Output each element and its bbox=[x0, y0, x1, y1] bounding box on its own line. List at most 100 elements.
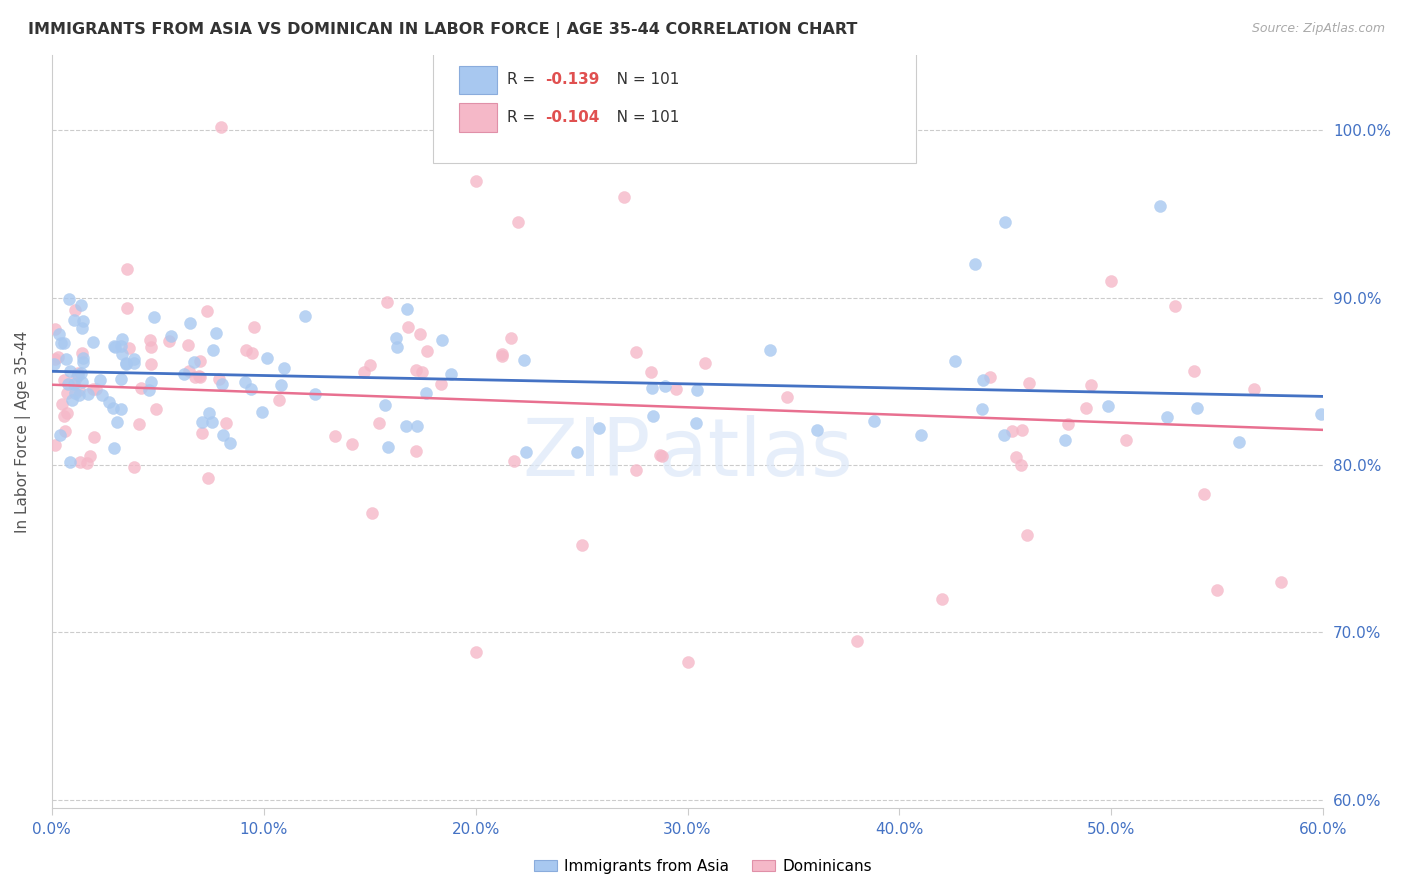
Point bbox=[110, 333, 132, 347]
Point bbox=[513, 353, 536, 368]
Point bbox=[1229, 434, 1251, 449]
Point bbox=[676, 656, 699, 670]
Point bbox=[377, 440, 399, 454]
Point bbox=[415, 385, 437, 400]
Point bbox=[405, 362, 427, 376]
Point bbox=[72, 314, 94, 328]
Point bbox=[565, 445, 588, 459]
Point bbox=[385, 340, 408, 354]
Point bbox=[375, 295, 398, 310]
Point bbox=[111, 346, 134, 360]
Point bbox=[198, 406, 221, 420]
Point bbox=[188, 369, 211, 384]
Point bbox=[173, 368, 195, 382]
Point bbox=[1011, 424, 1033, 438]
Point bbox=[506, 215, 529, 229]
Point bbox=[273, 360, 295, 375]
Point bbox=[44, 352, 66, 367]
Point bbox=[1187, 401, 1209, 415]
Point bbox=[44, 438, 66, 452]
Point bbox=[654, 379, 676, 393]
Text: R =: R = bbox=[508, 72, 540, 87]
Point bbox=[101, 401, 124, 416]
Point bbox=[1054, 433, 1077, 447]
Point bbox=[59, 455, 82, 469]
Point bbox=[56, 385, 79, 400]
Point bbox=[1309, 407, 1331, 421]
Point bbox=[1182, 364, 1205, 378]
Point bbox=[219, 436, 242, 450]
Point bbox=[51, 336, 73, 351]
Point bbox=[53, 424, 76, 438]
Point bbox=[993, 427, 1015, 442]
Point bbox=[201, 415, 224, 429]
Point bbox=[124, 356, 146, 370]
Point bbox=[70, 346, 93, 360]
Point bbox=[641, 381, 664, 395]
Point bbox=[139, 357, 162, 371]
Point bbox=[395, 301, 418, 316]
FancyBboxPatch shape bbox=[458, 66, 496, 95]
Point bbox=[1010, 458, 1032, 473]
Point bbox=[340, 436, 363, 450]
Point bbox=[776, 390, 799, 404]
Point bbox=[191, 416, 214, 430]
Point bbox=[110, 372, 132, 386]
Point bbox=[1080, 378, 1102, 392]
Point bbox=[197, 471, 219, 485]
Point bbox=[503, 454, 526, 468]
Point bbox=[48, 326, 70, 341]
Point bbox=[624, 344, 647, 359]
Point bbox=[72, 320, 94, 334]
Point bbox=[114, 355, 136, 369]
Point bbox=[943, 354, 966, 368]
Point bbox=[211, 428, 233, 442]
Point bbox=[994, 215, 1017, 229]
Point bbox=[758, 343, 780, 357]
Point bbox=[432, 333, 454, 347]
Point bbox=[1005, 450, 1028, 464]
Point bbox=[846, 633, 869, 648]
Point bbox=[1097, 399, 1119, 413]
Point bbox=[1164, 299, 1187, 313]
Point bbox=[396, 320, 419, 334]
Point bbox=[76, 387, 98, 401]
Point bbox=[664, 382, 686, 396]
Point bbox=[1270, 575, 1292, 590]
Point bbox=[215, 416, 238, 430]
FancyBboxPatch shape bbox=[458, 103, 496, 132]
Point bbox=[501, 331, 523, 345]
Point bbox=[411, 365, 433, 379]
Point bbox=[52, 373, 75, 387]
Point bbox=[139, 334, 162, 348]
Point bbox=[82, 334, 104, 349]
Point bbox=[626, 463, 648, 477]
Point bbox=[63, 377, 86, 392]
Point bbox=[72, 354, 94, 368]
Point bbox=[115, 357, 138, 371]
Point bbox=[110, 402, 132, 417]
Point bbox=[1057, 417, 1080, 432]
Point bbox=[491, 347, 513, 361]
Point bbox=[139, 376, 162, 390]
Point bbox=[240, 346, 263, 360]
Point bbox=[191, 426, 214, 441]
Point bbox=[686, 384, 709, 398]
Point bbox=[430, 377, 453, 392]
Text: -0.139: -0.139 bbox=[546, 72, 599, 87]
Point bbox=[143, 310, 166, 325]
Point bbox=[491, 349, 513, 363]
Point bbox=[89, 373, 111, 387]
Point bbox=[159, 328, 181, 343]
Point bbox=[209, 120, 232, 134]
Point bbox=[184, 369, 207, 384]
Point bbox=[66, 368, 89, 382]
Point bbox=[129, 381, 152, 395]
Point bbox=[52, 336, 75, 351]
Point bbox=[464, 645, 486, 659]
Point bbox=[208, 372, 231, 386]
Point bbox=[385, 331, 408, 345]
Point bbox=[1149, 199, 1171, 213]
Point bbox=[52, 409, 75, 424]
Point bbox=[910, 428, 932, 442]
